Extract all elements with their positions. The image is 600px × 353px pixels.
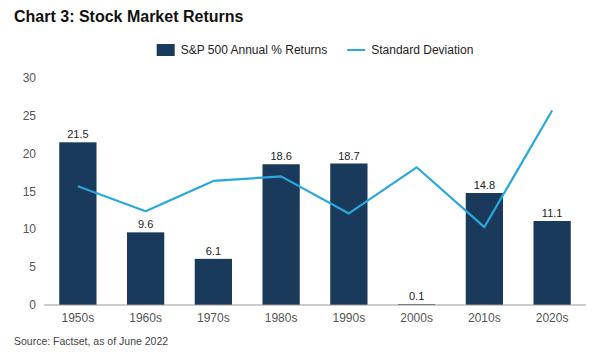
legend-label: Standard Deviation: [371, 43, 473, 57]
legend-item: Standard Deviation: [347, 43, 473, 57]
x-tick-label: 1970s: [197, 311, 230, 325]
bar: [262, 164, 299, 305]
x-tick-label: 1960s: [129, 311, 162, 325]
x-tick-label: 1980s: [265, 311, 298, 325]
x-tick-label: 2000s: [400, 311, 433, 325]
title: Chart 3: Stock Market Returns: [14, 8, 243, 25]
legend-label: S&P 500 Annual % Returns: [181, 43, 328, 57]
plot-area: [59, 111, 571, 305]
data-label: 21.5: [67, 128, 88, 140]
x-tick-label: 1950s: [62, 311, 95, 325]
data-label: 9.6: [138, 218, 153, 230]
y-tick-label: 15: [23, 185, 37, 199]
data-label: 11.1: [542, 207, 563, 219]
legend-swatch: [157, 44, 175, 56]
y-tick-label: 30: [23, 71, 37, 85]
bar: [533, 221, 570, 305]
y-tick-label: 5: [29, 260, 36, 274]
y-tick-label: 0: [29, 298, 36, 312]
bar: [59, 142, 96, 305]
data-labels: 21.5 9.6 6.1 18.6 18.7 0.1 14.8 11.1: [67, 128, 562, 302]
bar: [330, 164, 367, 305]
legend: S&P 500 Annual % Returns Standard Deviati…: [157, 43, 474, 57]
y-tick-label: 20: [23, 147, 37, 161]
data-label: 18.6: [270, 150, 291, 162]
bar: [466, 193, 503, 305]
x-tick-label: 2020s: [536, 311, 569, 325]
data-label: 6.1: [206, 245, 221, 257]
x-tick-label: 1990s: [333, 311, 366, 325]
data-label: 14.8: [474, 179, 495, 191]
data-label: 0.1: [409, 290, 424, 302]
y-tick-label: 10: [23, 222, 37, 236]
legend-item: S&P 500 Annual % Returns: [157, 43, 328, 57]
bar: [195, 259, 232, 305]
source-note: Source: Factset, as of June 2022: [14, 335, 168, 347]
bar: [127, 232, 164, 305]
x-tick-label: 2010s: [468, 311, 501, 325]
chart: Chart 3: Stock Market Returns S&P 500 Ann…: [0, 0, 600, 353]
line: [78, 111, 552, 228]
y-tick-label: 25: [23, 109, 37, 123]
data-label: 18.7: [338, 150, 359, 162]
x-axis: 1950s 1960s 1970s 1980s 1990s 2000s 2010s 2020s: [44, 305, 586, 325]
chart-container: Chart 3: Stock Market Returns S&P 500 Ann…: [0, 0, 600, 353]
x-axis-line: [44, 305, 586, 306]
y-axis: 0 5 10 15 20 25 30: [23, 71, 37, 312]
legend-swatch: [347, 49, 365, 51]
